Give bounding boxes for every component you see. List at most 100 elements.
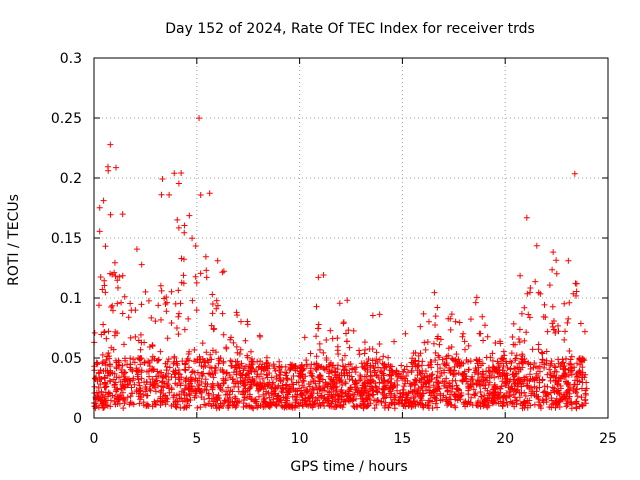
data-point (149, 366, 156, 373)
data-point (434, 368, 441, 375)
data-point (565, 372, 572, 379)
data-point (128, 384, 135, 391)
data-point (564, 319, 571, 326)
data-point (310, 386, 317, 393)
data-point (264, 374, 271, 381)
data-point (350, 327, 357, 334)
data-point (375, 364, 382, 371)
data-point (185, 315, 192, 322)
data-point (95, 395, 102, 402)
data-point (319, 376, 326, 383)
data-point (551, 363, 558, 370)
data-point (420, 310, 427, 317)
data-point (159, 373, 166, 380)
data-point (249, 376, 256, 383)
data-point (135, 379, 142, 386)
data-point (240, 382, 247, 389)
data-point (487, 354, 494, 361)
data-point (397, 393, 404, 400)
data-point (128, 366, 135, 373)
data-point (433, 397, 440, 404)
data-point (206, 400, 213, 407)
data-point (92, 402, 99, 409)
data-point (214, 302, 221, 309)
data-point (540, 389, 547, 396)
data-point (192, 378, 199, 385)
data-point (178, 374, 185, 381)
data-point (232, 380, 239, 387)
data-point (164, 363, 171, 370)
data-point (99, 360, 106, 367)
data-point (468, 394, 475, 401)
data-point (340, 401, 347, 408)
data-point (390, 383, 397, 390)
data-point (226, 391, 233, 398)
data-point (178, 255, 185, 262)
y-axis-label: ROTI / TECUs (6, 194, 22, 286)
data-point (175, 287, 182, 294)
data-point (233, 362, 240, 369)
data-point (191, 394, 198, 401)
data-point (467, 358, 474, 365)
data-point (122, 397, 129, 404)
data-point (360, 405, 367, 412)
data-point (541, 383, 548, 390)
data-point (467, 399, 474, 406)
data-point (393, 367, 400, 374)
data-point (522, 393, 529, 400)
data-point (272, 367, 279, 374)
data-point (360, 396, 367, 403)
data-point (381, 384, 388, 391)
data-point (96, 369, 103, 376)
data-point (172, 380, 179, 387)
data-point (451, 402, 458, 409)
data-point (105, 389, 112, 396)
data-point (543, 348, 550, 355)
data-point (437, 365, 444, 372)
data-point (157, 348, 164, 355)
data-point (236, 370, 243, 377)
data-point (203, 267, 210, 274)
data-point (109, 307, 116, 314)
data-point (113, 388, 120, 395)
data-point (583, 379, 590, 386)
data-point (176, 310, 183, 317)
data-point (448, 343, 455, 350)
data-point (180, 389, 187, 396)
data-point (421, 339, 428, 346)
data-point (346, 369, 353, 376)
data-point (203, 274, 210, 281)
data-point (291, 365, 298, 372)
data-point (334, 366, 341, 373)
data-point (298, 361, 305, 368)
data-point (442, 394, 449, 401)
data-point (127, 355, 134, 362)
data-point (491, 388, 498, 395)
data-point (561, 300, 568, 307)
data-point (556, 389, 563, 396)
data-point (299, 396, 306, 403)
data-point (394, 381, 401, 388)
data-point (93, 361, 100, 368)
data-point (112, 273, 119, 280)
data-point (452, 390, 459, 397)
data-point (474, 371, 481, 378)
data-point (537, 290, 544, 297)
data-point (138, 301, 145, 308)
data-point (499, 403, 506, 410)
data-point (248, 381, 255, 388)
data-point (459, 333, 466, 340)
data-point (337, 388, 344, 395)
data-point (138, 367, 145, 374)
data-point (244, 318, 251, 325)
data-point (171, 371, 178, 378)
data-point (305, 381, 312, 388)
data-point (561, 392, 568, 399)
data-point (119, 211, 126, 218)
data-point (114, 277, 121, 284)
data-point (257, 370, 264, 377)
data-point (510, 341, 517, 348)
data-point (457, 396, 464, 403)
data-point (436, 341, 443, 348)
data-point (327, 327, 334, 334)
